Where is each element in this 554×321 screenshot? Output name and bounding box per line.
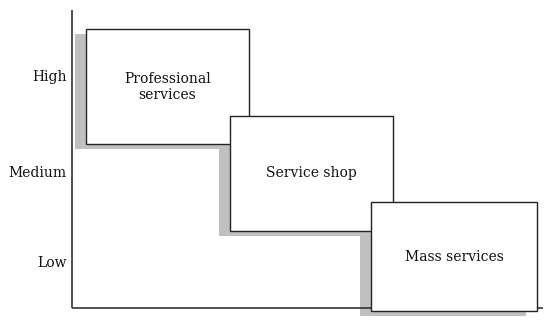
Bar	[75, 34, 238, 149]
Bar	[360, 207, 526, 316]
Text: Professional
services: Professional services	[124, 72, 211, 102]
Text: Mass services: Mass services	[405, 250, 504, 264]
Bar	[230, 116, 393, 231]
Text: High: High	[32, 70, 66, 84]
Bar	[219, 120, 382, 236]
Text: Medium: Medium	[8, 166, 66, 180]
Text: Low: Low	[37, 256, 66, 270]
Bar	[371, 202, 537, 311]
Bar	[86, 29, 249, 144]
Text: Service shop: Service shop	[266, 166, 357, 180]
